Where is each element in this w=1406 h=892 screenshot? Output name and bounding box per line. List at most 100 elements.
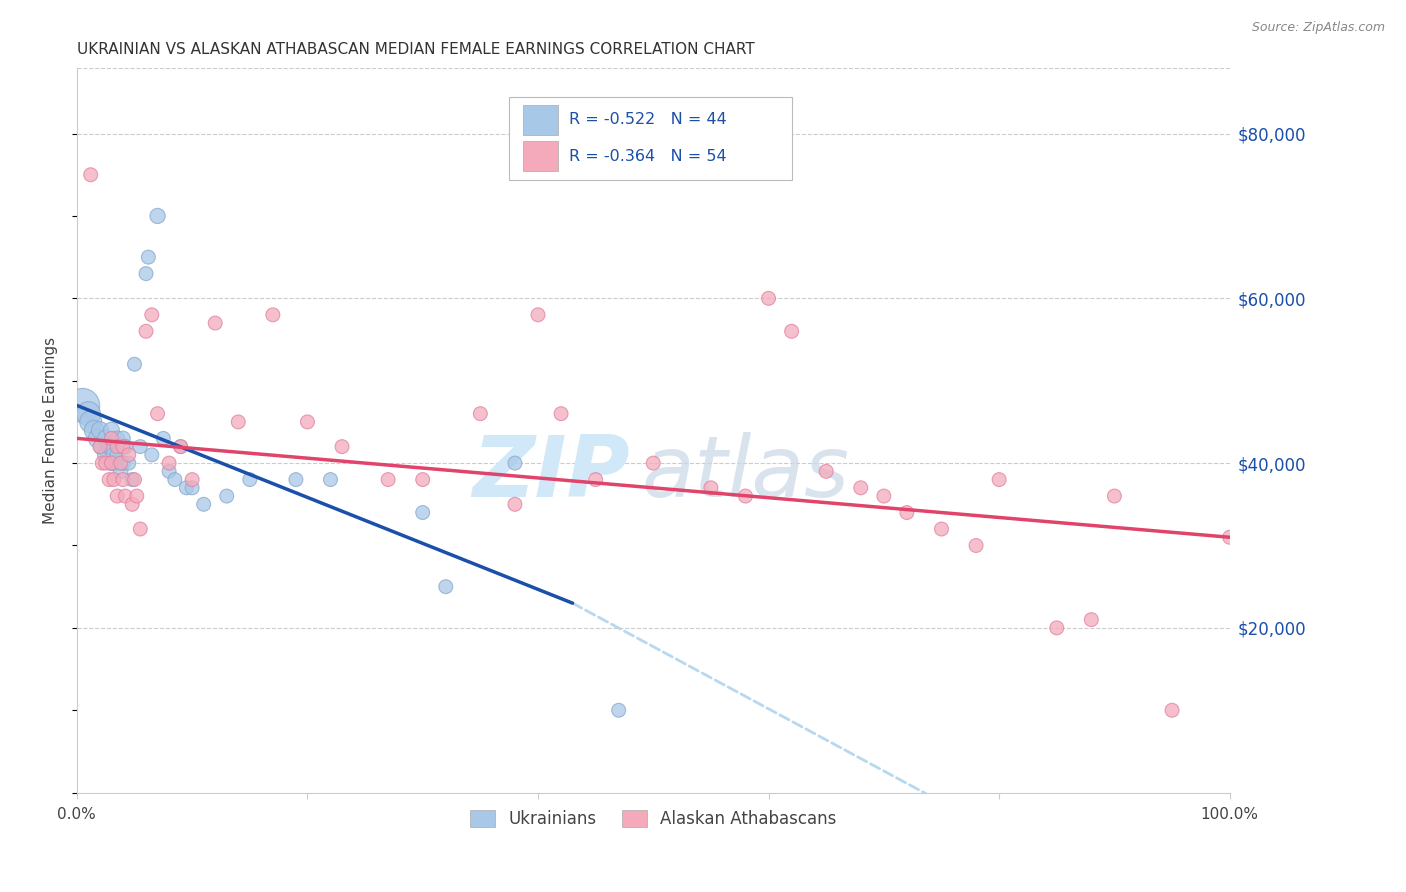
Point xyxy=(111,440,134,454)
Bar xyxy=(523,141,558,171)
Point xyxy=(100,456,122,470)
Point xyxy=(226,415,249,429)
Point xyxy=(138,250,160,264)
Text: ZIP: ZIP xyxy=(472,432,630,516)
Point xyxy=(157,456,180,470)
Point xyxy=(111,431,134,445)
Text: R = -0.522   N = 44: R = -0.522 N = 44 xyxy=(569,112,727,128)
Point xyxy=(124,473,146,487)
Point xyxy=(100,440,122,454)
Text: atlas: atlas xyxy=(641,432,849,516)
Point xyxy=(89,423,111,437)
Point xyxy=(700,481,723,495)
Point xyxy=(118,456,141,470)
Point xyxy=(169,440,191,454)
Point xyxy=(94,448,117,462)
Point xyxy=(193,497,215,511)
Point xyxy=(91,456,114,470)
Y-axis label: Median Female Earnings: Median Female Earnings xyxy=(44,336,58,524)
Point xyxy=(239,473,262,487)
Point xyxy=(118,448,141,462)
Point xyxy=(146,407,169,421)
Point xyxy=(550,407,572,421)
Point xyxy=(157,464,180,478)
Point xyxy=(105,431,128,445)
Point xyxy=(163,473,186,487)
Point xyxy=(849,481,872,495)
Point xyxy=(988,473,1011,487)
Point xyxy=(100,456,122,470)
Point xyxy=(412,506,434,520)
Point xyxy=(121,497,143,511)
Point xyxy=(176,481,198,495)
Point xyxy=(83,423,105,437)
Point xyxy=(377,473,399,487)
Point xyxy=(169,440,191,454)
Point xyxy=(1080,613,1102,627)
Point xyxy=(1046,621,1069,635)
Point xyxy=(105,448,128,462)
Point xyxy=(643,456,665,470)
Point xyxy=(412,473,434,487)
Point xyxy=(319,473,342,487)
Point xyxy=(86,431,108,445)
Point xyxy=(94,431,117,445)
Point xyxy=(815,464,838,478)
Point xyxy=(1161,703,1184,717)
Point xyxy=(141,448,163,462)
Point xyxy=(181,481,204,495)
Point xyxy=(77,407,100,421)
Point xyxy=(80,168,103,182)
Point xyxy=(100,431,122,445)
Point xyxy=(607,703,630,717)
Point xyxy=(80,415,103,429)
Point xyxy=(91,440,114,454)
Point xyxy=(503,456,526,470)
Point xyxy=(121,473,143,487)
Point xyxy=(94,456,117,470)
Bar xyxy=(523,104,558,135)
Point xyxy=(503,497,526,511)
Point xyxy=(110,456,132,470)
Point xyxy=(100,423,122,437)
Point xyxy=(124,357,146,371)
Point xyxy=(780,324,803,338)
Point xyxy=(103,448,125,462)
Point xyxy=(262,308,284,322)
Point xyxy=(110,464,132,478)
Point xyxy=(105,440,128,454)
Legend: Ukrainians, Alaskan Athabascans: Ukrainians, Alaskan Athabascans xyxy=(464,804,844,835)
Point xyxy=(527,308,550,322)
FancyBboxPatch shape xyxy=(509,96,792,180)
Point xyxy=(72,399,94,413)
Point xyxy=(758,291,780,305)
Point xyxy=(103,473,125,487)
Point xyxy=(873,489,896,503)
Point xyxy=(181,473,204,487)
Point xyxy=(98,440,121,454)
Point xyxy=(135,324,157,338)
Point xyxy=(931,522,953,536)
Text: R = -0.364   N = 54: R = -0.364 N = 54 xyxy=(569,149,727,163)
Point xyxy=(965,539,987,553)
Point xyxy=(104,456,127,470)
Point xyxy=(297,415,319,429)
Point xyxy=(129,440,152,454)
Point xyxy=(215,489,238,503)
Point xyxy=(585,473,607,487)
Point xyxy=(129,522,152,536)
Point xyxy=(470,407,492,421)
Point xyxy=(146,209,169,223)
Point xyxy=(111,473,134,487)
Point xyxy=(284,473,307,487)
Point xyxy=(98,473,121,487)
Point xyxy=(125,489,148,503)
Point xyxy=(141,308,163,322)
Point xyxy=(114,489,136,503)
Point xyxy=(1104,489,1126,503)
Point xyxy=(105,489,128,503)
Point xyxy=(330,440,353,454)
Text: Source: ZipAtlas.com: Source: ZipAtlas.com xyxy=(1251,21,1385,34)
Point xyxy=(89,440,111,454)
Text: UKRAINIAN VS ALASKAN ATHABASCAN MEDIAN FEMALE EARNINGS CORRELATION CHART: UKRAINIAN VS ALASKAN ATHABASCAN MEDIAN F… xyxy=(77,42,755,57)
